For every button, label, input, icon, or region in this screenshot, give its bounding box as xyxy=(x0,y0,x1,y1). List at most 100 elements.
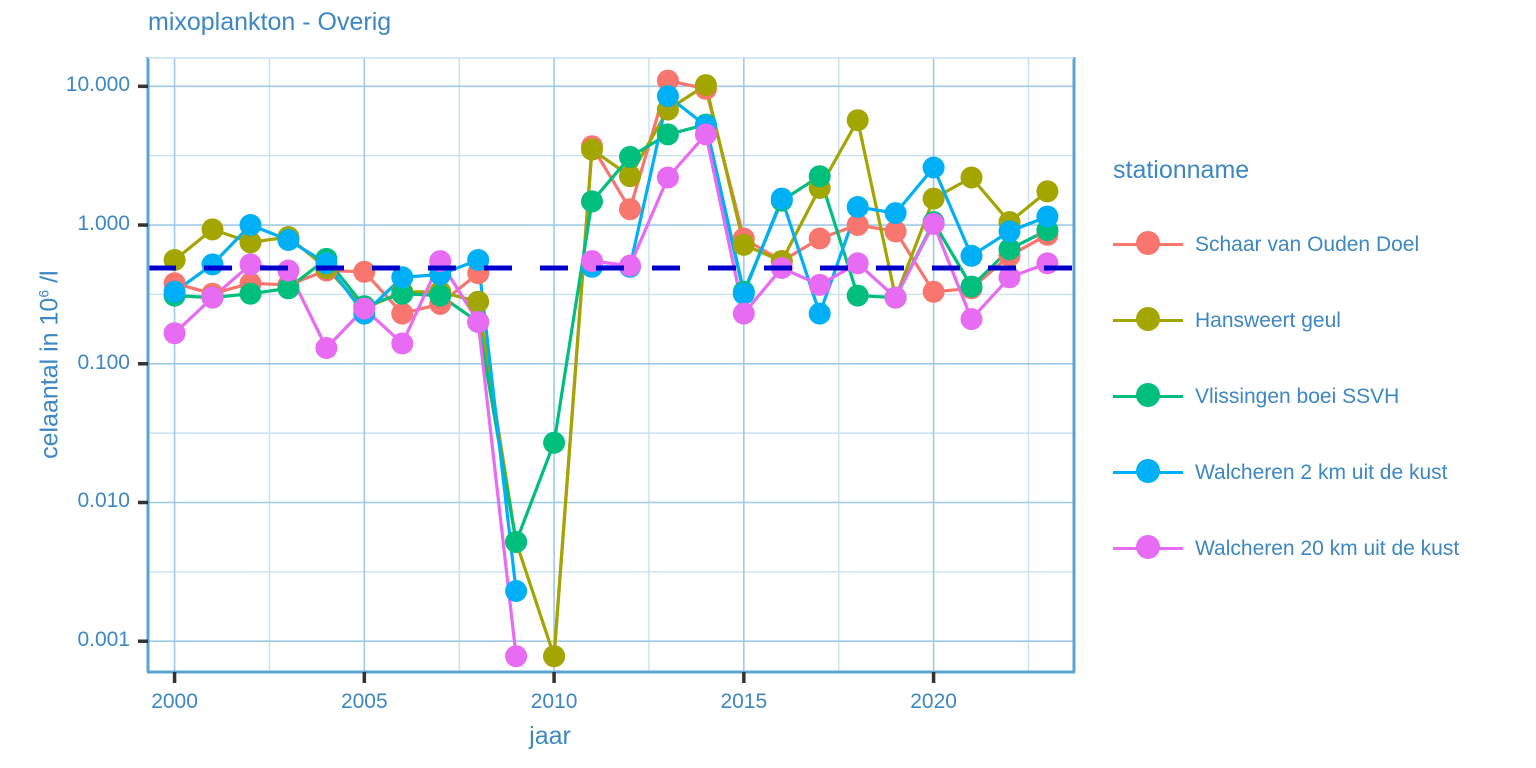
legend-key-icon xyxy=(1113,382,1183,412)
y-tick-label: 10.000 xyxy=(65,73,130,97)
data-point-4-2 xyxy=(239,253,262,276)
y-tick-label: 0.100 xyxy=(77,350,130,374)
data-point-4-20 xyxy=(922,212,945,235)
legend-item-label: Walcheren 2 km uit de kust xyxy=(1195,461,1448,484)
data-point-4-18 xyxy=(846,252,869,275)
data-point-0-17 xyxy=(808,227,831,250)
data-point-1-15 xyxy=(732,233,755,256)
data-point-3-13 xyxy=(656,85,679,108)
data-point-4-12 xyxy=(619,254,641,277)
legend-dot-icon xyxy=(1136,383,1160,407)
data-point-4-22 xyxy=(998,266,1021,289)
data-point-2-7 xyxy=(429,284,452,307)
data-point-4-21 xyxy=(960,308,983,331)
data-point-2-21 xyxy=(960,275,983,298)
data-point-2-22 xyxy=(998,238,1021,261)
data-point-2-6 xyxy=(391,282,414,305)
data-point-4-15 xyxy=(732,302,755,325)
data-point-1-10 xyxy=(543,645,566,668)
data-point-4-8 xyxy=(467,311,490,333)
data-point-3-23 xyxy=(1036,205,1059,228)
y-axis-title-suffix: /l xyxy=(35,270,64,290)
data-point-3-15 xyxy=(732,282,755,305)
data-point-1-23 xyxy=(1036,180,1059,203)
data-point-0-5 xyxy=(353,260,376,283)
data-point-3-18 xyxy=(846,196,869,218)
series-line-3 xyxy=(173,223,518,593)
data-point-3-1 xyxy=(201,253,224,276)
data-point-3-17 xyxy=(808,302,831,325)
data-point-4-17 xyxy=(808,273,831,296)
data-point-1-14 xyxy=(694,74,717,97)
x-tick-label: 2010 xyxy=(530,690,578,713)
series-line-4 xyxy=(173,259,518,658)
data-point-3-16 xyxy=(770,187,793,210)
legend-dot-icon xyxy=(1136,231,1160,255)
legend-item-3[interactable]: Walcheren 2 km uit de kust xyxy=(1113,435,1533,511)
legend-items: Schaar van Ouden Doel Hansweert geul Vliss… xyxy=(1113,207,1533,587)
x-tick-label: 2000 xyxy=(151,690,198,713)
data-point-2-3 xyxy=(277,277,300,300)
data-point-1-18 xyxy=(846,109,869,132)
legend-item-0[interactable]: Schaar van Ouden Doel xyxy=(1113,207,1533,283)
data-point-1-2 xyxy=(239,231,262,254)
data-point-1-11 xyxy=(581,138,603,161)
data-point-2-2 xyxy=(239,282,262,305)
data-point-2-10 xyxy=(543,431,566,454)
data-point-0-6 xyxy=(391,302,414,325)
data-point-3-20 xyxy=(922,156,945,179)
legend-item-2[interactable]: Vlissingen boei SSVH xyxy=(1113,359,1533,435)
data-point-3-21 xyxy=(960,244,983,267)
legend-item-4[interactable]: Walcheren 20 km uit de kust xyxy=(1113,511,1533,587)
data-point-3-0 xyxy=(163,280,186,303)
data-point-3-19 xyxy=(884,202,907,225)
legend-item-label: Walcheren 20 km uit de kust xyxy=(1195,537,1460,560)
data-point-3-8 xyxy=(467,249,490,271)
legend: stationname Schaar van Ouden Doel Hanswee… xyxy=(1113,156,1533,587)
legend-item-1[interactable]: Hansweert geul xyxy=(1113,283,1533,359)
data-point-3-9 xyxy=(505,580,528,602)
data-point-4-13 xyxy=(656,166,679,189)
y-tick-label: 0.001 xyxy=(77,628,130,652)
data-point-1-8 xyxy=(467,290,490,313)
data-point-3-6 xyxy=(391,266,414,289)
legend-item-label: Vlissingen boei SSVH xyxy=(1195,385,1400,408)
x-axis-title: jaar xyxy=(529,722,571,750)
data-point-0-19 xyxy=(884,220,907,243)
legend-title: stationname xyxy=(1113,156,1250,184)
data-point-3-3 xyxy=(277,229,300,251)
data-point-2-11 xyxy=(581,190,603,213)
chart-title: mixoplankton - Overig xyxy=(148,8,392,36)
data-point-3-22 xyxy=(998,220,1021,243)
data-point-0-20 xyxy=(922,280,945,303)
legend-dot-icon xyxy=(1136,307,1160,331)
data-point-4-6 xyxy=(391,332,414,355)
data-point-4-14 xyxy=(694,123,717,146)
legend-item-label: Hansweert geul xyxy=(1195,309,1341,332)
data-point-4-5 xyxy=(353,297,376,320)
data-point-1-0 xyxy=(163,249,186,271)
legend-key-icon xyxy=(1113,534,1183,564)
data-point-4-9 xyxy=(505,645,528,668)
x-tick-label: 2005 xyxy=(340,690,388,713)
y-axis-title: celaantal in 106 /l xyxy=(35,55,64,675)
legend-dot-icon xyxy=(1136,459,1160,483)
legend-key-icon xyxy=(1113,458,1183,488)
data-point-3-2 xyxy=(239,214,262,236)
x-tick-label: 2015 xyxy=(720,690,768,713)
data-point-4-1 xyxy=(201,286,224,309)
data-point-1-1 xyxy=(201,218,224,241)
legend-key-icon xyxy=(1113,230,1183,260)
data-point-1-12 xyxy=(619,165,641,188)
data-point-0-12 xyxy=(619,198,641,221)
data-point-4-23 xyxy=(1036,252,1059,275)
data-point-3-4 xyxy=(315,252,338,275)
legend-key-icon xyxy=(1113,306,1183,336)
x-tick-label: 2020 xyxy=(910,690,957,713)
data-point-2-9 xyxy=(505,530,528,553)
data-point-1-21 xyxy=(960,166,983,189)
legend-item-label: Schaar van Ouden Doel xyxy=(1195,233,1420,256)
y-axis-title-exponent: 6 xyxy=(35,289,52,298)
